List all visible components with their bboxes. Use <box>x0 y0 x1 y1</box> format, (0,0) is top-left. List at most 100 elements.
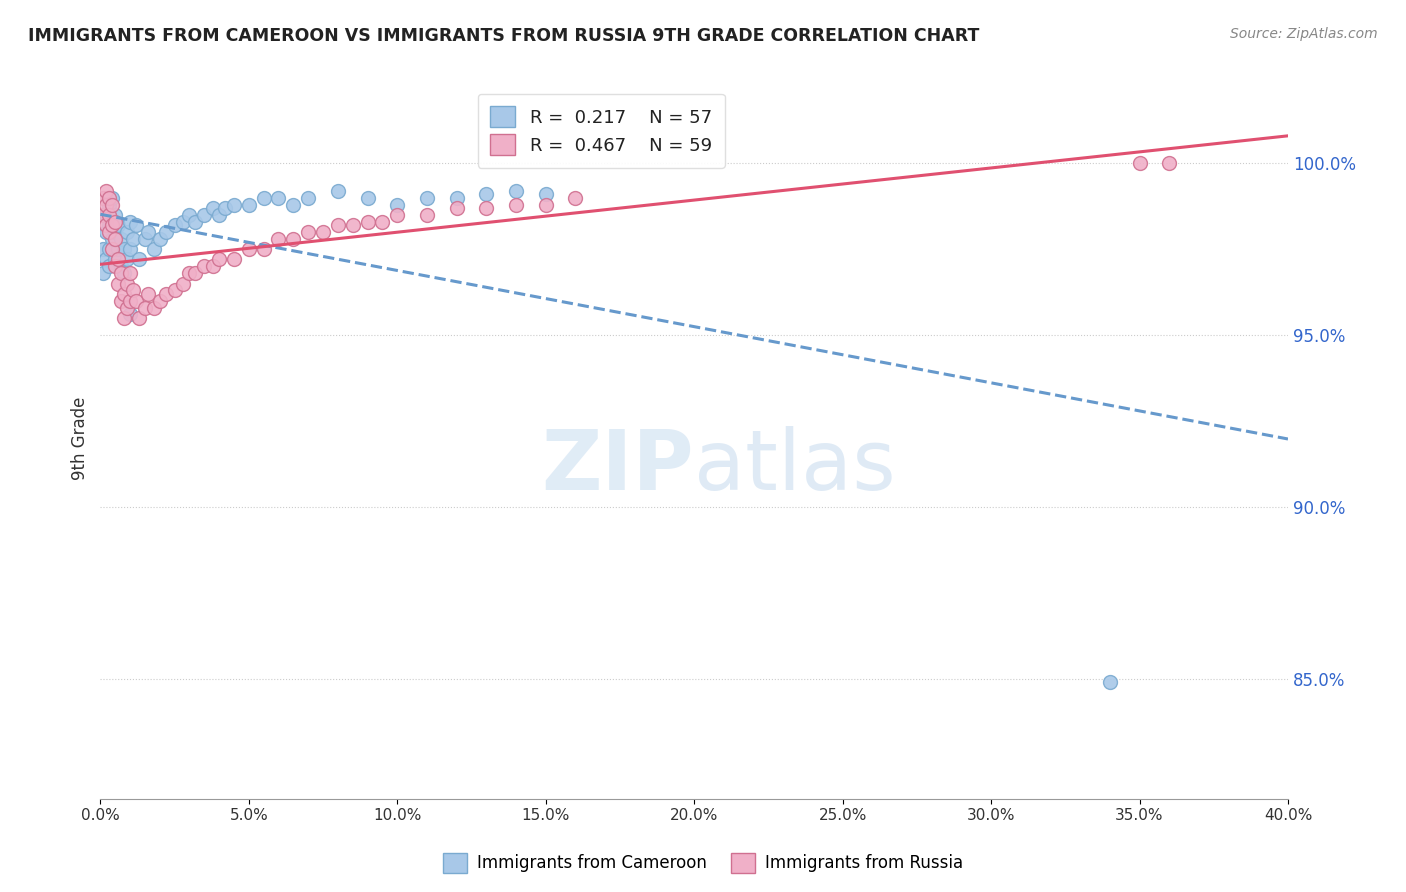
Point <box>98 218 121 232</box>
Point <box>96 208 118 222</box>
Point <box>98 260 121 274</box>
Point <box>91 208 114 222</box>
Point <box>312 225 335 239</box>
Point <box>118 215 141 229</box>
Point <box>253 242 276 256</box>
Point <box>101 218 124 232</box>
Point <box>101 215 124 229</box>
Point <box>202 201 225 215</box>
Point <box>128 310 150 325</box>
Text: ZIP: ZIP <box>541 426 695 508</box>
Point <box>155 225 177 239</box>
Point <box>96 197 118 211</box>
Point <box>125 293 148 308</box>
Point <box>1098 675 1121 690</box>
Point <box>222 252 245 267</box>
Point <box>356 191 378 205</box>
Point <box>202 260 225 274</box>
Point <box>326 218 349 232</box>
Point <box>371 215 394 229</box>
Point <box>134 301 156 315</box>
Point <box>446 201 468 215</box>
Point <box>267 232 290 246</box>
Point <box>387 208 409 222</box>
Point <box>112 310 135 325</box>
Point <box>115 277 138 291</box>
Point <box>163 284 186 298</box>
Point <box>142 301 165 315</box>
Point <box>505 184 527 198</box>
Point <box>1159 156 1181 170</box>
Point <box>101 197 124 211</box>
Point <box>104 215 127 229</box>
Point <box>283 232 305 246</box>
Point <box>107 242 129 256</box>
Text: atlas: atlas <box>695 426 896 508</box>
Point <box>564 191 586 205</box>
Point <box>118 308 141 322</box>
Legend: R =  0.217    N = 57, R =  0.467    N = 59: R = 0.217 N = 57, R = 0.467 N = 59 <box>478 94 724 168</box>
Point <box>122 232 145 246</box>
Point <box>98 197 121 211</box>
Point <box>112 242 135 256</box>
Point <box>118 266 141 280</box>
Point <box>96 225 118 239</box>
Point <box>326 184 349 198</box>
Point <box>98 208 121 222</box>
Point <box>387 197 409 211</box>
Point <box>208 252 231 267</box>
Point <box>104 208 127 222</box>
Point <box>101 242 124 256</box>
Point <box>238 197 260 211</box>
Point <box>173 215 195 229</box>
Point <box>110 293 132 308</box>
Point <box>128 252 150 267</box>
Point <box>297 191 319 205</box>
Point <box>110 260 132 274</box>
Point <box>253 191 276 205</box>
Point <box>155 286 177 301</box>
Point <box>118 293 141 308</box>
Point <box>118 242 141 256</box>
Point <box>91 242 114 256</box>
Point <box>446 191 468 205</box>
Point <box>115 252 138 267</box>
Point <box>238 242 260 256</box>
Point <box>416 191 439 205</box>
Point <box>208 208 231 222</box>
Y-axis label: 9th Grade: 9th Grade <box>72 396 89 480</box>
Point <box>149 232 172 246</box>
Point <box>136 225 159 239</box>
Point <box>267 191 290 205</box>
Point <box>96 218 118 232</box>
Point <box>98 242 121 256</box>
Point <box>356 215 378 229</box>
Point <box>107 277 129 291</box>
Point <box>98 191 121 205</box>
Point <box>96 252 118 267</box>
Point <box>125 218 148 232</box>
Point <box>179 208 201 222</box>
Point <box>104 252 127 267</box>
Point <box>214 201 236 215</box>
Point <box>112 266 135 280</box>
Point <box>91 191 114 205</box>
Text: IMMIGRANTS FROM CAMEROON VS IMMIGRANTS FROM RUSSIA 9TH GRADE CORRELATION CHART: IMMIGRANTS FROM CAMEROON VS IMMIGRANTS F… <box>28 27 980 45</box>
Point <box>173 277 195 291</box>
Point <box>342 218 364 232</box>
Point <box>184 266 207 280</box>
Point <box>112 286 135 301</box>
Point <box>1128 156 1150 170</box>
Point <box>179 266 201 280</box>
Point <box>110 232 132 246</box>
Point <box>283 197 305 211</box>
Point <box>122 284 145 298</box>
Point <box>136 286 159 301</box>
Point <box>475 187 498 202</box>
Point <box>149 293 172 308</box>
Point <box>107 252 129 267</box>
Point <box>104 232 127 246</box>
Point <box>101 191 124 205</box>
Point <box>193 208 215 222</box>
Point <box>96 184 118 198</box>
